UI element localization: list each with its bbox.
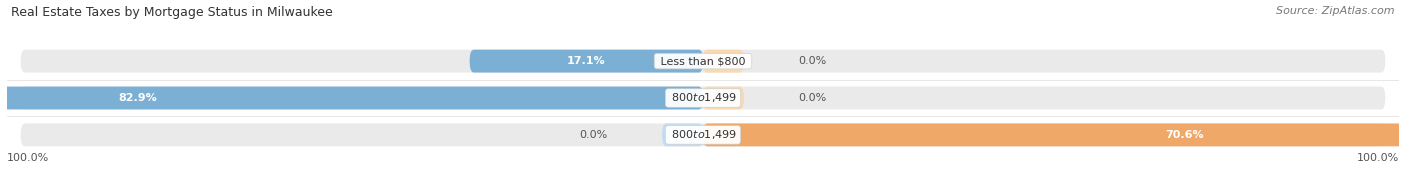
FancyBboxPatch shape — [662, 123, 703, 146]
Text: 100.0%: 100.0% — [1357, 153, 1399, 163]
FancyBboxPatch shape — [470, 50, 703, 73]
FancyBboxPatch shape — [703, 50, 744, 73]
Text: 70.6%: 70.6% — [1166, 130, 1204, 140]
Text: Source: ZipAtlas.com: Source: ZipAtlas.com — [1277, 6, 1395, 16]
FancyBboxPatch shape — [21, 87, 1385, 109]
FancyBboxPatch shape — [703, 87, 744, 109]
Text: $800 to $1,499: $800 to $1,499 — [668, 92, 738, 104]
FancyBboxPatch shape — [0, 87, 703, 109]
FancyBboxPatch shape — [21, 50, 1385, 73]
Text: Real Estate Taxes by Mortgage Status in Milwaukee: Real Estate Taxes by Mortgage Status in … — [11, 6, 333, 19]
Text: 82.9%: 82.9% — [118, 93, 156, 103]
Text: 100.0%: 100.0% — [7, 153, 49, 163]
Text: 0.0%: 0.0% — [799, 56, 827, 66]
Text: Less than $800: Less than $800 — [657, 56, 749, 66]
Text: 17.1%: 17.1% — [567, 56, 606, 66]
FancyBboxPatch shape — [703, 123, 1406, 146]
Text: $800 to $1,499: $800 to $1,499 — [668, 128, 738, 141]
Text: 0.0%: 0.0% — [799, 93, 827, 103]
FancyBboxPatch shape — [21, 123, 1385, 146]
Text: 0.0%: 0.0% — [579, 130, 607, 140]
